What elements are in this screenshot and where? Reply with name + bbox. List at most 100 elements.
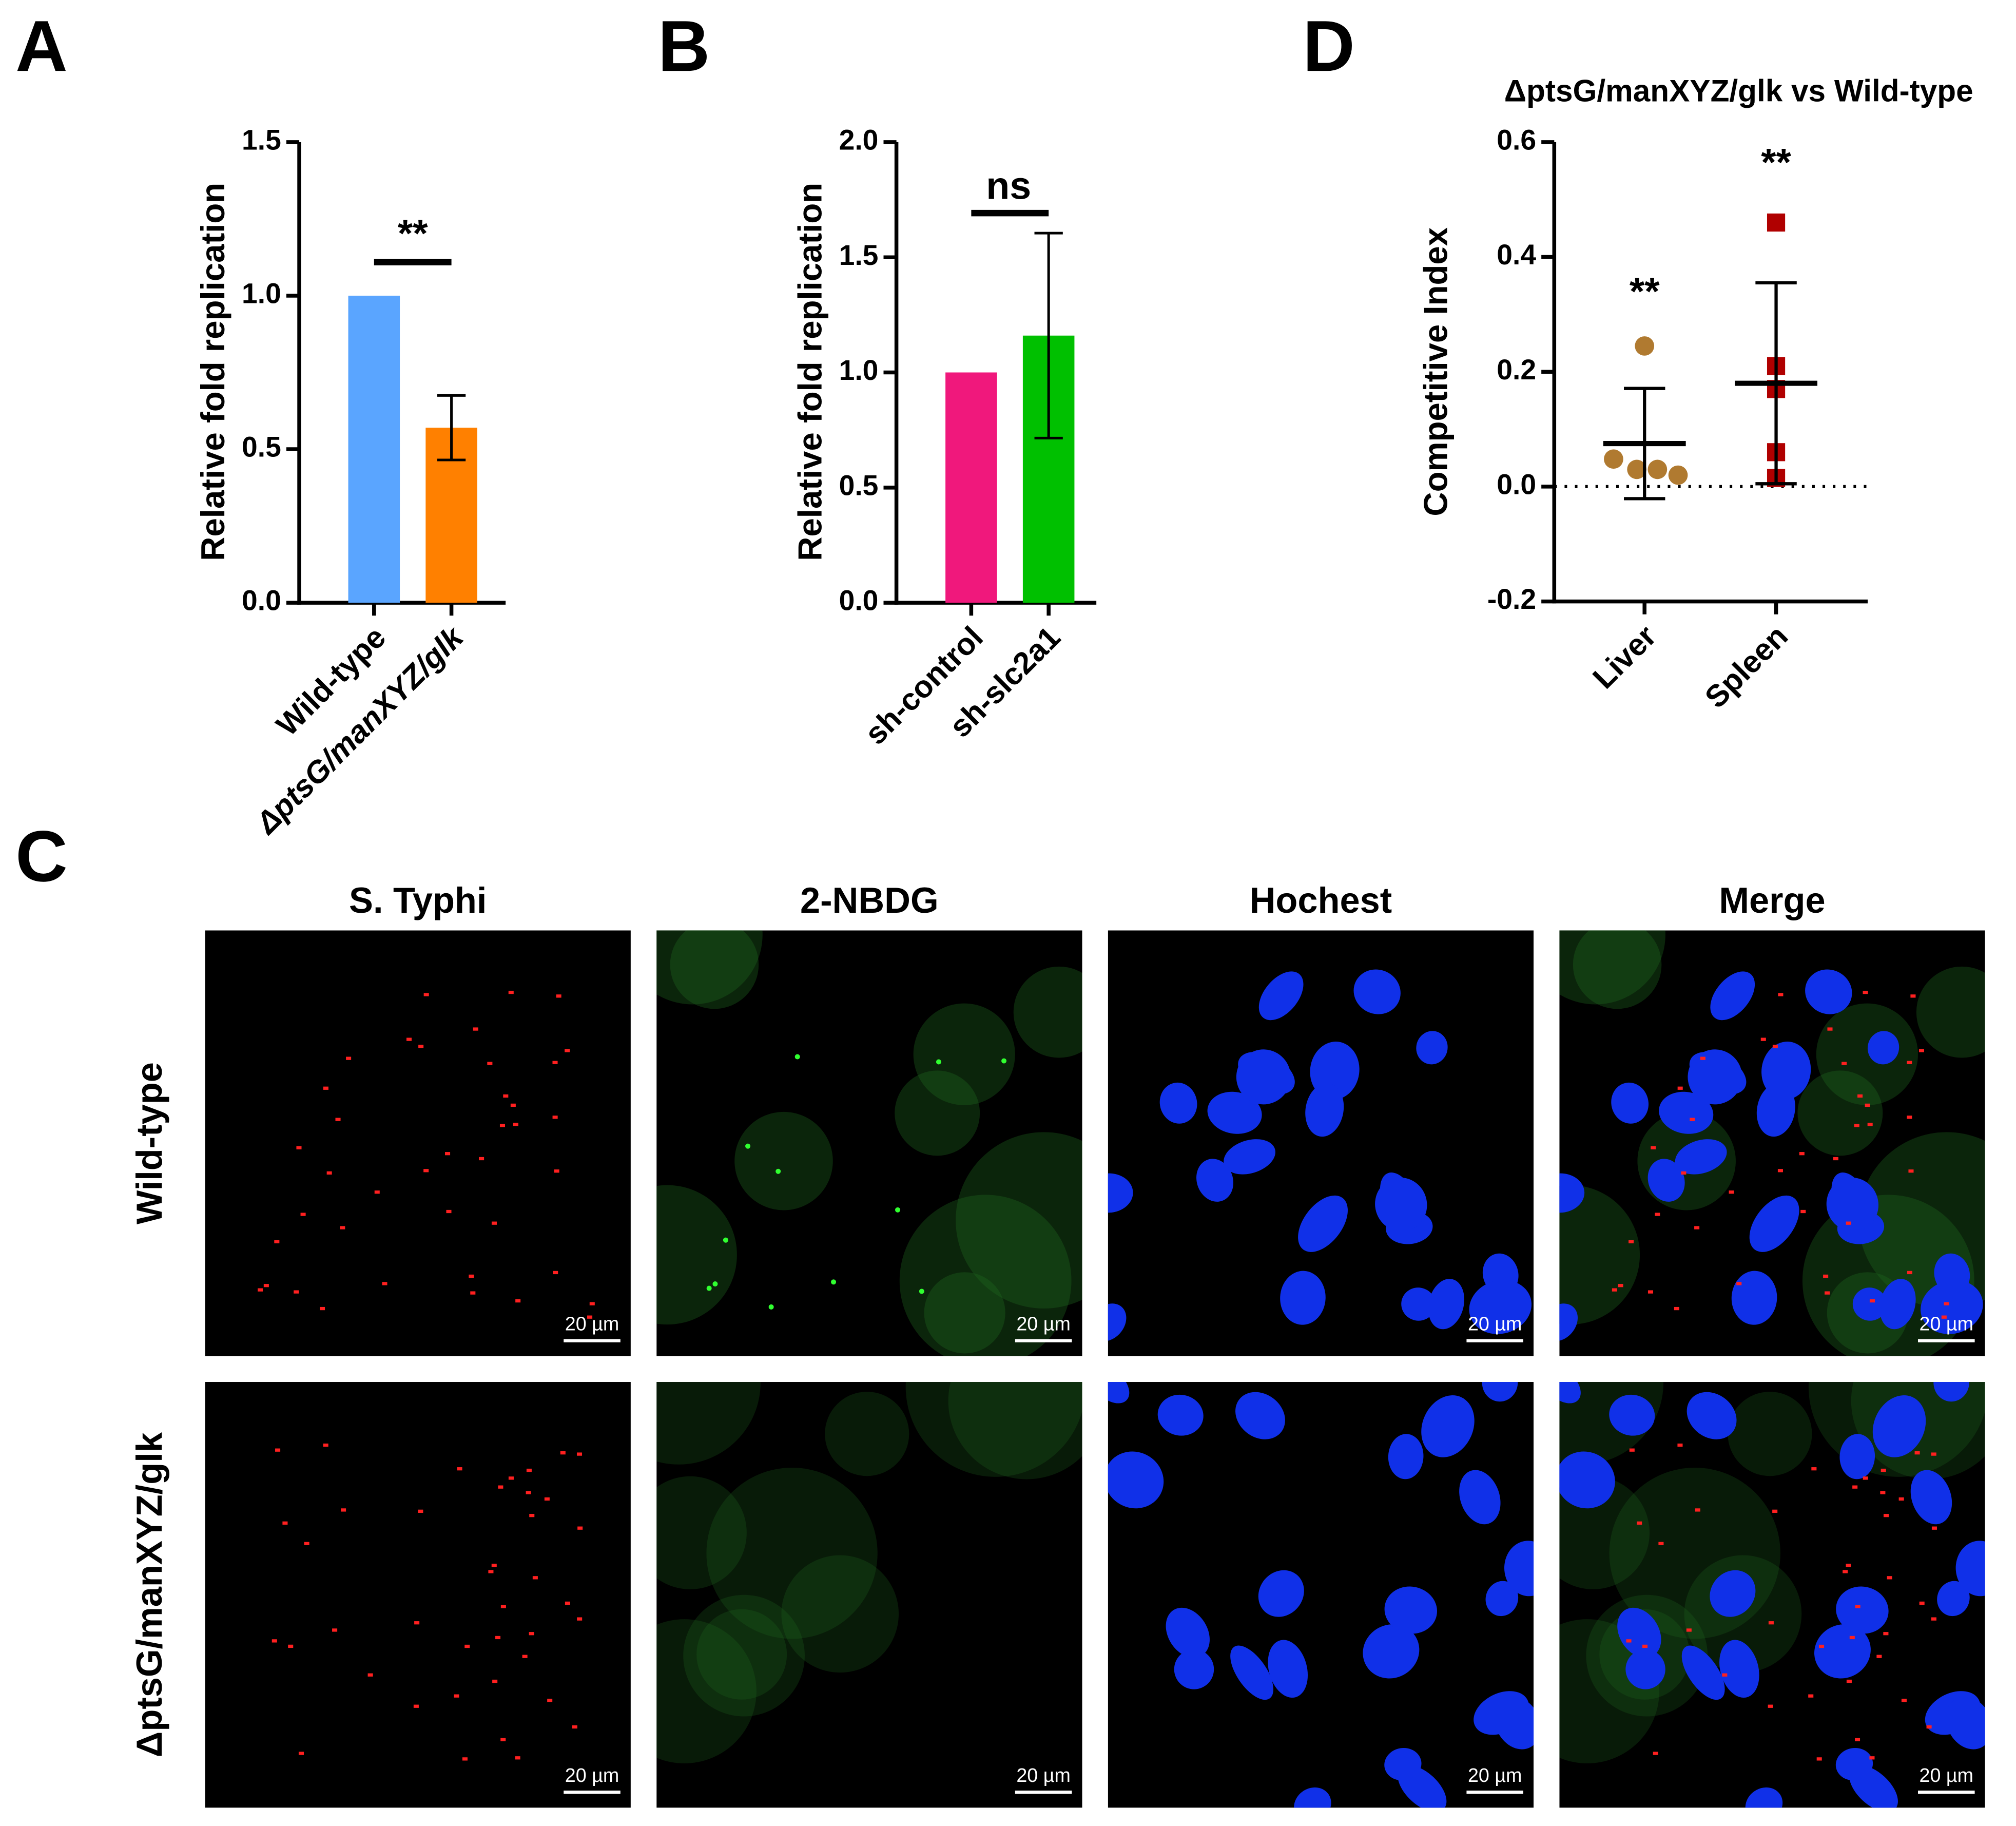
bacterium: [1880, 1491, 1886, 1494]
nucleus: [1108, 1303, 1127, 1341]
bacterium: [587, 1315, 593, 1319]
bacterium: [1852, 1485, 1858, 1489]
y-tick-label: 0.2: [1497, 354, 1536, 386]
bacterium: [1760, 1037, 1766, 1041]
green-spot: [768, 1304, 774, 1310]
bacterium: [1883, 1632, 1889, 1636]
bacterium: [1778, 993, 1784, 996]
y-tick-label: 2.0: [839, 124, 879, 156]
y-tick-label: 0.5: [839, 469, 879, 501]
bacterium: [503, 1094, 509, 1098]
y-tick-label: 0.6: [1497, 124, 1536, 156]
bacterium: [1736, 1282, 1742, 1285]
bacterium: [1819, 1644, 1825, 1648]
bacterium: [1642, 1644, 1648, 1648]
nucleus: [1174, 1649, 1214, 1689]
nucleus: [1879, 1279, 1916, 1330]
bacterium: [1849, 1636, 1855, 1640]
bacterium: [1772, 1045, 1778, 1048]
bacterium: [332, 1628, 338, 1632]
micrograph: 20 µm: [656, 930, 1082, 1356]
nucleus: [1836, 1586, 1889, 1634]
bacterium: [1843, 1570, 1848, 1573]
bacterium: [340, 1226, 345, 1229]
bacterium: [1629, 1448, 1635, 1452]
panel-letter: A: [15, 6, 68, 86]
bacterium: [296, 1146, 302, 1149]
green-signal: [1559, 1185, 1640, 1325]
scale-bar-label: 20 µm: [1920, 1764, 1974, 1786]
green-signal: [1559, 930, 1665, 1005]
bacterium: [576, 1452, 583, 1456]
scale-bar-label: 20 µm: [565, 1764, 619, 1786]
bacterium: [470, 1291, 476, 1295]
nucleus: [1268, 1640, 1308, 1698]
nucleus: [1745, 1787, 1783, 1808]
nucleus: [1937, 1581, 1970, 1617]
bacterium: [529, 1514, 535, 1517]
bacterium: [1811, 1467, 1817, 1471]
micrograph-content: [656, 930, 1082, 1356]
bacterium: [1825, 1291, 1830, 1295]
nucleus: [1375, 1177, 1427, 1232]
nucleus: [1258, 1570, 1304, 1617]
bacterium: [1919, 1601, 1925, 1605]
bacterium: [1655, 1213, 1660, 1216]
bacterium: [1808, 1694, 1814, 1698]
nucleus: [1805, 969, 1852, 1014]
bacterium: [323, 1443, 328, 1447]
green-signal: [656, 1476, 747, 1589]
micrograph-content: [205, 930, 631, 1356]
nucleus: [1298, 1195, 1348, 1252]
nucleus: [1230, 1645, 1273, 1700]
y-tick-label: 0.4: [1497, 239, 1536, 271]
y-axis-label: Competitive Index: [1417, 227, 1454, 516]
column-header: Hochest: [1250, 880, 1392, 920]
green-spot: [723, 1237, 728, 1243]
bacterium: [1629, 1240, 1634, 1243]
y-tick-label: 0.0: [1497, 469, 1536, 501]
green-signal: [1013, 966, 1082, 1058]
bacterium: [1931, 1452, 1936, 1456]
bacterium: [423, 1169, 429, 1173]
bacterium: [1914, 1451, 1920, 1455]
nucleus: [1401, 1287, 1436, 1321]
nucleus: [1559, 1173, 1585, 1213]
bacterium: [1729, 1190, 1734, 1194]
bacterium: [457, 1467, 462, 1471]
nucleus: [1305, 1083, 1344, 1137]
bacterium: [1854, 1738, 1860, 1742]
bacterium: [1918, 1049, 1924, 1052]
nucleus: [1749, 1195, 1799, 1252]
micrograph-content: [656, 1382, 1082, 1808]
green-signal: [670, 930, 759, 1009]
bacterium: [1612, 1288, 1617, 1292]
nucleus: [1835, 1747, 1873, 1781]
bacterium: [1653, 1752, 1658, 1755]
micrograph-background: [656, 930, 1082, 1356]
bacterium: [1846, 1221, 1851, 1225]
bacterium: [1651, 1146, 1656, 1149]
bacterium: [294, 1290, 299, 1294]
green-signal: [656, 1382, 761, 1465]
micrograph: 20 µm: [656, 1382, 1082, 1808]
panel-letter: B: [658, 6, 710, 86]
bacterium: [1865, 1103, 1870, 1107]
bacterium: [491, 1221, 497, 1225]
bacterium: [1887, 1576, 1892, 1580]
micrograph-background: [205, 930, 631, 1356]
bacterium: [274, 1240, 280, 1243]
nucleus: [1559, 1382, 1581, 1404]
nucleus: [1933, 1382, 1969, 1402]
nucleus: [1687, 1392, 1737, 1439]
bacterium: [552, 1061, 558, 1064]
micrograph: 20 µm: [1108, 930, 1534, 1356]
bacterium: [554, 1169, 559, 1173]
point: [1668, 465, 1688, 485]
bacterium: [589, 1302, 595, 1305]
bacterium: [298, 1752, 304, 1755]
bacterium: [1686, 1628, 1692, 1632]
nucleus: [1814, 1624, 1871, 1679]
significance-label: **: [1761, 141, 1791, 184]
nucleus: [1756, 1083, 1795, 1137]
